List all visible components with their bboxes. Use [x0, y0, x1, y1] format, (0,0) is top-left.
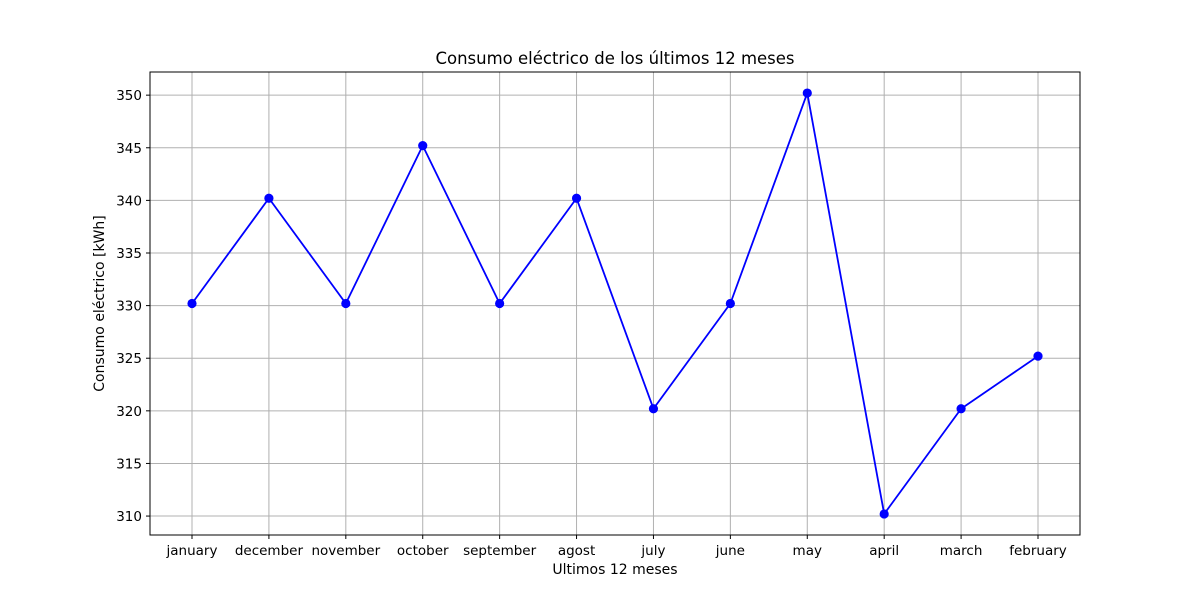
- data-point: [571, 193, 582, 203]
- data-point: [495, 298, 505, 309]
- data-point: [1033, 351, 1043, 361]
- x-axis-title: Ultimos 12 meses: [552, 562, 677, 578]
- y-axis-title: Consumo eléctrico [kWh]: [92, 215, 108, 391]
- data-point: [648, 404, 659, 414]
- x-tick-label: september: [463, 543, 537, 559]
- data-point: [725, 298, 735, 309]
- axis-ticks: january december november october september a…: [116, 88, 1067, 559]
- y-tick-label: 330: [116, 299, 142, 315]
- plot-area-frame: [149, 71, 1081, 536]
- x-tick-label: november: [311, 543, 380, 559]
- data-point: [264, 193, 274, 203]
- x-tick-label: december: [235, 543, 304, 559]
- x-tick-label: april: [869, 543, 899, 559]
- x-tick-label: october: [397, 543, 449, 559]
- y-tick-label: 315: [116, 456, 142, 472]
- x-tick-label: july: [640, 543, 665, 559]
- data-point: [341, 298, 351, 309]
- data-point: [879, 509, 889, 519]
- series-layer: [187, 88, 1043, 519]
- y-tick-label: 320: [116, 404, 142, 420]
- x-tick-label: march: [940, 543, 983, 559]
- y-tick-label: 325: [116, 351, 142, 367]
- data-point: [187, 298, 197, 309]
- y-tick-label: 350: [116, 88, 142, 104]
- x-tick-label: june: [715, 543, 745, 559]
- y-tick-label: 345: [116, 141, 142, 157]
- series-line: [191, 92, 1039, 515]
- x-tick-label: may: [793, 543, 822, 559]
- y-tick-label: 340: [116, 193, 142, 209]
- x-tick-label: january: [166, 543, 218, 559]
- x-tick-label: agost: [558, 543, 595, 559]
- y-tick-label: 310: [116, 509, 142, 525]
- x-tick-label: february: [1009, 543, 1067, 559]
- y-tick-label: 335: [116, 246, 142, 262]
- data-point: [802, 88, 812, 98]
- data-point: [418, 141, 428, 151]
- chart-title: Consumo eléctrico de los últimos 12 mese…: [435, 49, 794, 68]
- data-point: [956, 404, 966, 414]
